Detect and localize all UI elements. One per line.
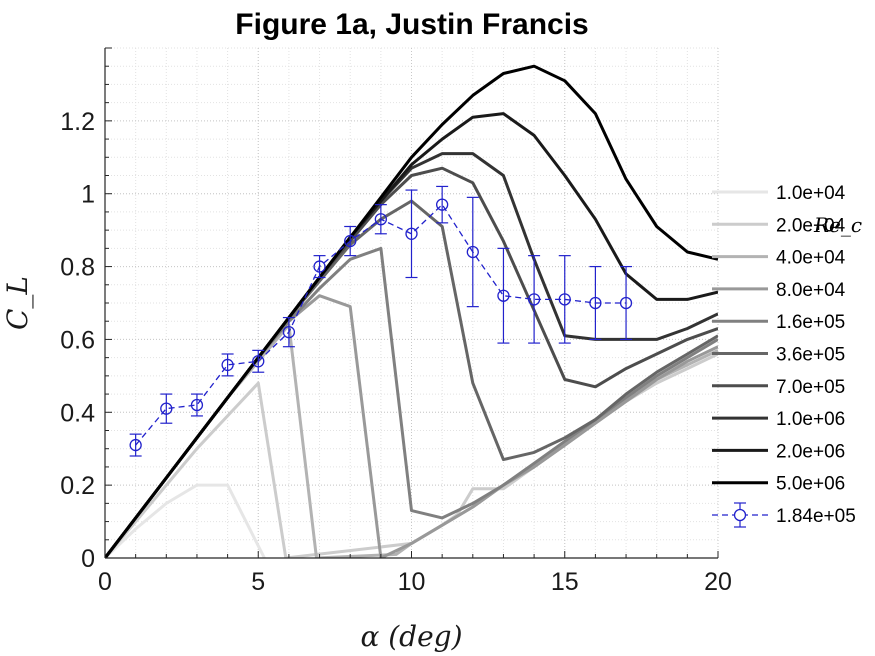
x-tick-label: 15 bbox=[551, 568, 579, 596]
data-point bbox=[405, 227, 418, 240]
legend-label-2.0e+04: 2.0e+04 bbox=[776, 215, 846, 236]
data-point bbox=[313, 260, 326, 273]
x-axis-label: α (deg) bbox=[360, 620, 462, 653]
y-tick-label: 0 bbox=[81, 545, 95, 573]
y-tick-label: 0.4 bbox=[60, 399, 95, 427]
data-point bbox=[374, 213, 388, 226]
series-lines bbox=[105, 64, 718, 558]
legend-label-3.6e+05: 3.6e+05 bbox=[776, 345, 845, 366]
y-tick-label: 0.2 bbox=[60, 472, 95, 500]
data-point bbox=[589, 296, 602, 310]
legend-label-2.0e+06: 2.0e+06 bbox=[776, 441, 845, 462]
legend-label-4.0e+04: 4.0e+04 bbox=[776, 248, 846, 269]
data-point bbox=[344, 234, 357, 248]
legend: 1.0e+04 2.0e+04 4.0e+04 8.0e+04 1.6e+05 3.6e+… bbox=[712, 183, 862, 528]
y-tick-label: 0.8 bbox=[60, 254, 95, 282]
legend-title: Re_c bbox=[813, 213, 862, 237]
experimental-series bbox=[129, 185, 633, 457]
data-point bbox=[160, 402, 173, 415]
data-point bbox=[619, 296, 633, 310]
series-line-5.0e+06 bbox=[105, 64, 718, 558]
data-point bbox=[190, 398, 204, 412]
legend-label-1.0e+06: 1.0e+06 bbox=[776, 409, 845, 430]
y-tick-label: 0.6 bbox=[60, 326, 95, 354]
legend-label-8.0e+04: 8.0e+04 bbox=[776, 280, 846, 301]
y-tick-label: 1 bbox=[81, 181, 95, 209]
data-point bbox=[221, 358, 234, 372]
x-tick-label: 10 bbox=[398, 568, 426, 596]
data-point bbox=[435, 198, 449, 211]
x-tick-label: 0 bbox=[98, 568, 112, 596]
legend-label-5.0e+06: 5.0e+06 bbox=[776, 474, 845, 495]
legend-label-experimental: 1.84e+05 bbox=[776, 506, 856, 527]
series-line-1.0e+04 bbox=[105, 483, 266, 558]
legend-label-7.0e+05: 7.0e+05 bbox=[776, 377, 845, 398]
data-point bbox=[129, 438, 142, 452]
data-point bbox=[466, 245, 479, 259]
y-tick-label: 1.2 bbox=[60, 108, 95, 136]
x-tick-label: 20 bbox=[704, 568, 732, 596]
axes: 0 5 10 15 20 0 0.2 0.4 0.6 0.8 1 1.2 α (deg) C_L bbox=[1, 47, 732, 653]
data-point bbox=[558, 293, 571, 306]
x-tick-label: 5 bbox=[251, 568, 265, 596]
legend-label-1.0e+04: 1.0e+04 bbox=[776, 183, 846, 204]
chart-title: Figure 1a, Justin Francis bbox=[235, 8, 588, 41]
data-point bbox=[282, 325, 296, 339]
data-point bbox=[252, 355, 265, 368]
y-axis-label: C_L bbox=[1, 276, 34, 330]
data-point bbox=[527, 293, 541, 306]
data-point bbox=[497, 289, 510, 302]
legend-marker bbox=[733, 508, 747, 522]
legend-label-1.6e+05: 1.6e+05 bbox=[776, 312, 845, 333]
